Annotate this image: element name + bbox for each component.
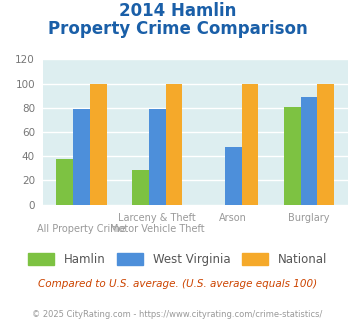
Bar: [225, 147, 241, 205]
Text: Motor Vehicle Theft: Motor Vehicle Theft: [110, 224, 204, 234]
Bar: [241, 83, 258, 205]
Bar: [166, 83, 182, 205]
Bar: [301, 97, 317, 205]
Bar: [73, 109, 90, 205]
Text: © 2025 CityRating.com - https://www.cityrating.com/crime-statistics/: © 2025 CityRating.com - https://www.city…: [32, 310, 323, 319]
Bar: [284, 107, 301, 205]
Text: Property Crime Comparison: Property Crime Comparison: [48, 20, 307, 38]
Bar: [317, 83, 334, 205]
Text: Compared to U.S. average. (U.S. average equals 100): Compared to U.S. average. (U.S. average …: [38, 279, 317, 289]
Text: 2014 Hamlin: 2014 Hamlin: [119, 2, 236, 20]
Bar: [90, 83, 106, 205]
Text: Burglary: Burglary: [288, 213, 330, 223]
Bar: [56, 159, 73, 205]
Text: Arson: Arson: [219, 213, 247, 223]
Bar: [132, 170, 149, 205]
Text: All Property Crime: All Property Crime: [37, 224, 126, 234]
Legend: Hamlin, West Virginia, National: Hamlin, West Virginia, National: [23, 248, 332, 271]
Bar: [149, 109, 166, 205]
Text: Larceny & Theft: Larceny & Theft: [119, 213, 196, 223]
